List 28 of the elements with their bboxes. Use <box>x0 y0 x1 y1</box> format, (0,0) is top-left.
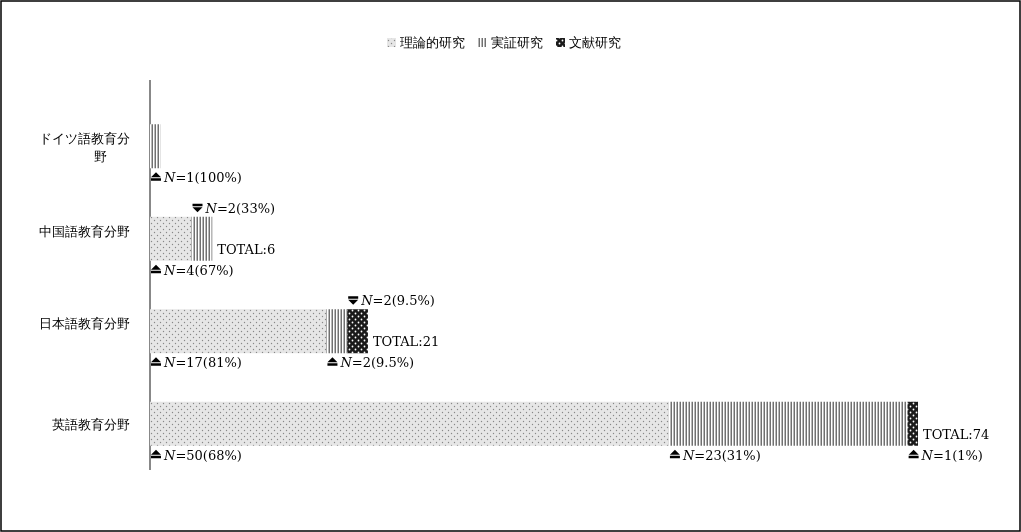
total-label: TOTAL:21 <box>372 334 440 350</box>
bar <box>150 401 669 446</box>
bar <box>150 124 161 169</box>
bar <box>150 309 327 354</box>
data-label: N=1(100%) <box>163 170 242 186</box>
y-tick-label: 中国語教育分野 <box>39 223 130 239</box>
y-tick-label: 日本語教育分野 <box>39 316 130 332</box>
y-tick-label: 英語教育分野 <box>52 416 130 432</box>
data-label: N=4(67%) <box>163 262 234 278</box>
legend-label: 理論的研究 <box>400 35 465 50</box>
total-label: TOTAL:74 <box>923 426 990 442</box>
data-label: N=2(9.5%) <box>339 355 415 371</box>
data-label: N=2(33%) <box>204 200 276 216</box>
bar <box>668 401 908 446</box>
bar <box>150 216 192 261</box>
bar <box>907 401 918 446</box>
y-tick-label: ドイツ語教育分野 <box>39 131 130 165</box>
total-label: TOTAL:6 <box>217 241 276 257</box>
data-label: N=23(31%) <box>681 447 761 463</box>
data-label: N=2(9.5%) <box>360 293 435 309</box>
legend-label: 実証研究 <box>491 35 543 50</box>
bar <box>326 309 348 354</box>
bar <box>347 309 368 354</box>
data-label: N=17(81%) <box>163 355 242 371</box>
bar <box>191 216 213 261</box>
data-label: N=50(68%) <box>163 447 242 463</box>
legend-label: 文献研究 <box>569 35 621 50</box>
data-label: N=1(1%) <box>920 447 983 463</box>
